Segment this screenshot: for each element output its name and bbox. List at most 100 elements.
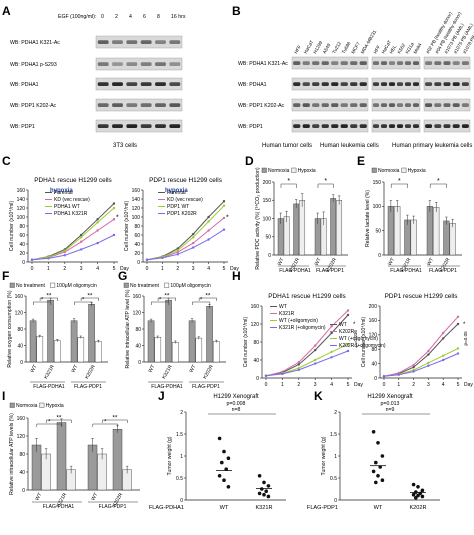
bar [70, 320, 78, 363]
data-point [207, 238, 210, 241]
data-point [80, 236, 83, 239]
data-point [96, 241, 99, 245]
blot-membrane [371, 98, 421, 112]
p-value: p=0.013 [381, 401, 400, 407]
data-point [217, 436, 222, 441]
blot-band [404, 103, 412, 108]
data-point [378, 465, 383, 469]
panel-b: B WB: PDHA1 K321-Ac WB: PDHA1 WB: PDP1 K… [232, 4, 474, 149]
x-tick-label: 2 [297, 382, 300, 388]
blot-band [396, 61, 404, 66]
data-point [281, 370, 284, 373]
data-point [80, 233, 83, 237]
blot-band [443, 61, 451, 66]
legend-label: Hypoxia [408, 168, 426, 174]
data-point [346, 309, 350, 312]
data-point [346, 313, 350, 317]
significance-marker: * [41, 297, 44, 304]
x-group-label: FLAG-PDP1 [307, 505, 338, 511]
blot-band [126, 40, 138, 45]
blot-membrane [95, 77, 183, 91]
significance-marker: * [159, 297, 162, 304]
blot-band [340, 61, 348, 66]
chart-title: PDHA1 rescue H1299 cells [268, 293, 345, 300]
significance-marker: * [48, 419, 51, 426]
blot-band [350, 103, 358, 108]
y-tick-label: 200 [263, 180, 272, 186]
data-point [176, 249, 179, 252]
blot-band [380, 103, 388, 108]
y-tick-label: 0 [268, 253, 271, 259]
x-tick-label: 1 [397, 382, 400, 388]
blot-band [302, 124, 310, 129]
blot-membrane [291, 119, 369, 133]
y-tick-label: 1.5 [176, 432, 183, 438]
blot-membrane [95, 98, 183, 112]
blot-band [140, 103, 152, 108]
series-line [383, 323, 459, 377]
x-tick-label: WT [374, 505, 383, 511]
significance-marker: ** [112, 415, 118, 422]
y-axis-label: Cell number (x10⁴/ml) [124, 201, 130, 252]
blot-band [452, 124, 460, 129]
bar [206, 306, 213, 363]
significance-marker: * [226, 214, 229, 221]
time-label: 6 [143, 14, 146, 20]
y-tick-label: 20 [19, 251, 25, 257]
blot-band [112, 40, 123, 45]
bar [88, 304, 95, 363]
significance-marker: * [437, 178, 440, 185]
blot-row-label: WB: PDHA1 [10, 82, 39, 88]
blot-lane-label: A549 [322, 42, 332, 54]
x-tick-label: WT [147, 364, 156, 374]
bar [29, 320, 37, 363]
blot-band [321, 61, 329, 66]
blot-band [452, 82, 460, 87]
significance-bracket [33, 301, 52, 305]
legend-label: No treatment [16, 283, 46, 289]
y-axis-label: Tumor weight (g) [167, 436, 173, 475]
data-point [297, 361, 300, 364]
blot-band [404, 124, 412, 129]
data-point [112, 202, 116, 205]
blot-membrane [291, 98, 369, 112]
legend-label: 100μM oligomycin [170, 283, 211, 289]
time-label: 8 [157, 14, 160, 20]
significance-bracket [151, 301, 170, 305]
x-tick-label: 5 [457, 382, 460, 388]
blot-band [380, 82, 388, 87]
blot-caption: 3T3 cells [113, 143, 137, 149]
blot-band [388, 103, 396, 108]
p-value: p=0.05 [463, 331, 468, 346]
bar [54, 340, 61, 363]
data-point [346, 349, 350, 353]
data-point [427, 349, 430, 353]
data-point [176, 247, 179, 250]
blot-band [434, 103, 442, 108]
data-point [207, 215, 210, 219]
y-tick-label: 160 [15, 294, 24, 300]
blot-band [443, 103, 451, 108]
y-tick-label: 0 [138, 360, 141, 366]
significance-bracket [198, 297, 217, 301]
x-tick-label: WT [34, 492, 43, 502]
legend-label: WT (+oligomycin) [339, 336, 378, 342]
y-tick-label: 100 [17, 215, 26, 221]
sample-size: n=8 [232, 407, 241, 413]
blot-caption: Human primary leukemia cells [392, 143, 472, 149]
bar [56, 422, 67, 491]
data-point [442, 354, 445, 357]
y-tick-label: 100 [373, 204, 382, 210]
blot-band [372, 61, 380, 66]
significance-bracket [36, 423, 63, 427]
data-point [222, 204, 226, 207]
data-point [262, 480, 266, 485]
blot-membrane [95, 35, 183, 49]
blot-band [97, 124, 109, 129]
legend-swatch [50, 282, 56, 288]
legend-label: PDHA1 WT [54, 204, 80, 210]
blot-caption: Human leukemia cells [320, 143, 379, 149]
x-tick-label: WT [188, 364, 197, 374]
